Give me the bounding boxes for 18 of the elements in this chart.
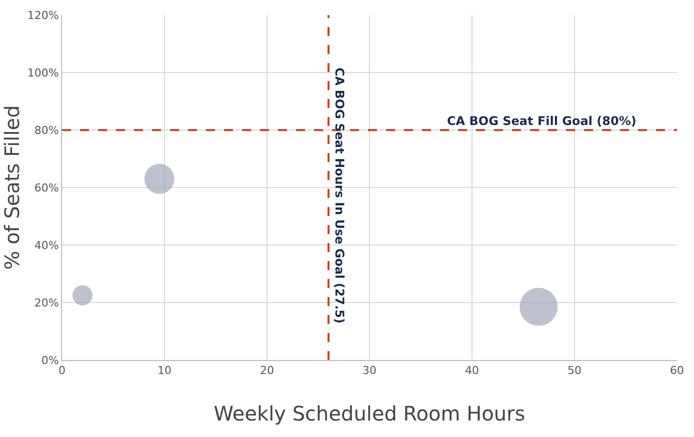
- y-tick-label: 60%: [34, 181, 59, 194]
- y-tick-label: 120%: [27, 8, 59, 22]
- y-axis-title: % of Seats Filled: [0, 105, 24, 270]
- ref-line-label: CA BOG Seat Fill Goal (80%): [447, 114, 636, 128]
- x-tick-label: 50: [568, 364, 582, 378]
- y-tick-label: 100%: [27, 66, 59, 80]
- x-tick-label: 30: [362, 364, 376, 378]
- y-tick-label: 40%: [34, 238, 59, 252]
- x-axis-title: Weekly Scheduled Room Hours: [214, 402, 526, 426]
- ref-line-label: CA BOG Seat Hours In Use Goal (27.5): [332, 68, 346, 324]
- x-tick-label: 60: [670, 364, 684, 378]
- y-tick-label: 20%: [34, 296, 59, 310]
- y-tick-label: 80%: [34, 124, 59, 137]
- x-tick-label: 0: [58, 364, 66, 378]
- x-tick-label: 40: [465, 364, 479, 378]
- x-tick-label: 10: [158, 364, 172, 378]
- x-tick-label: 20: [260, 364, 274, 378]
- y-tick-label: 0%: [41, 354, 59, 367]
